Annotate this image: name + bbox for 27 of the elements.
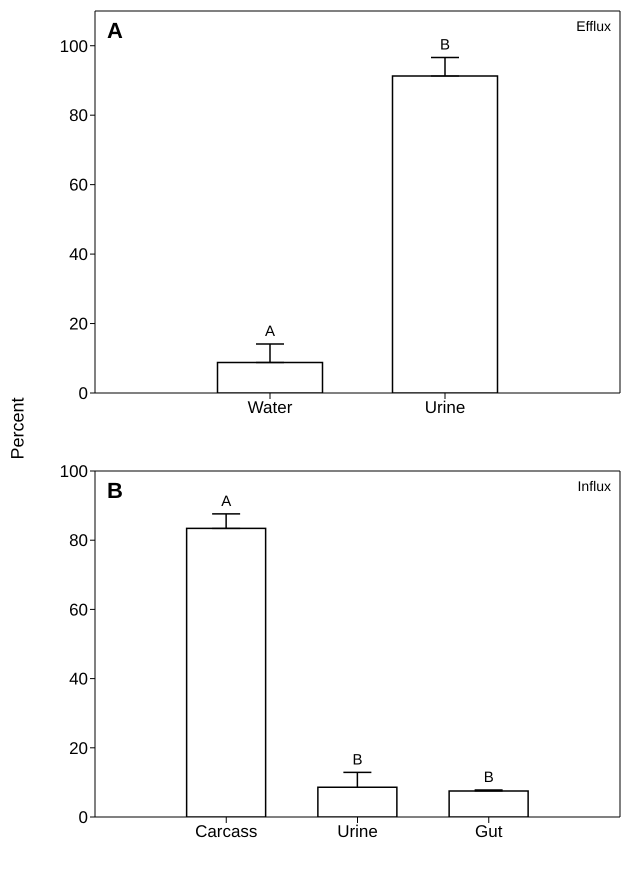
annotation: A (221, 492, 232, 510)
x-tick-label: Water (248, 398, 293, 418)
y-tick-label: 0 (78, 808, 88, 828)
y-tick-label: 80 (69, 106, 88, 126)
x-tick-label: Urine (424, 398, 466, 418)
y-tick-label: 60 (69, 176, 88, 195)
y-tick-label: 0 (78, 384, 88, 404)
annotation: Efflux (576, 18, 611, 34)
chart-title: B (107, 478, 123, 504)
x-tick-label: Gut (475, 822, 503, 842)
y-tick-label: 100 (60, 462, 88, 482)
annotation: Influx (578, 478, 611, 494)
annotation: B (484, 769, 494, 786)
x-tick-label: Urine (337, 822, 378, 842)
y-tick-label: 20 (69, 314, 88, 334)
y-tick-label: 20 (69, 738, 88, 758)
chart-title: A (107, 18, 123, 44)
annotation: B (440, 36, 450, 54)
y-tick-label: 100 (60, 36, 88, 56)
annotation: A (264, 323, 276, 340)
y-tick-label: 40 (69, 670, 88, 689)
x-tick-label: Carcass (195, 822, 258, 842)
y-tick-label: 40 (69, 245, 88, 264)
annotation: B (352, 751, 363, 768)
y-tick-label: 60 (69, 600, 88, 620)
y-axis-title: Percent (8, 396, 28, 462)
y-tick-label: 80 (69, 531, 88, 550)
